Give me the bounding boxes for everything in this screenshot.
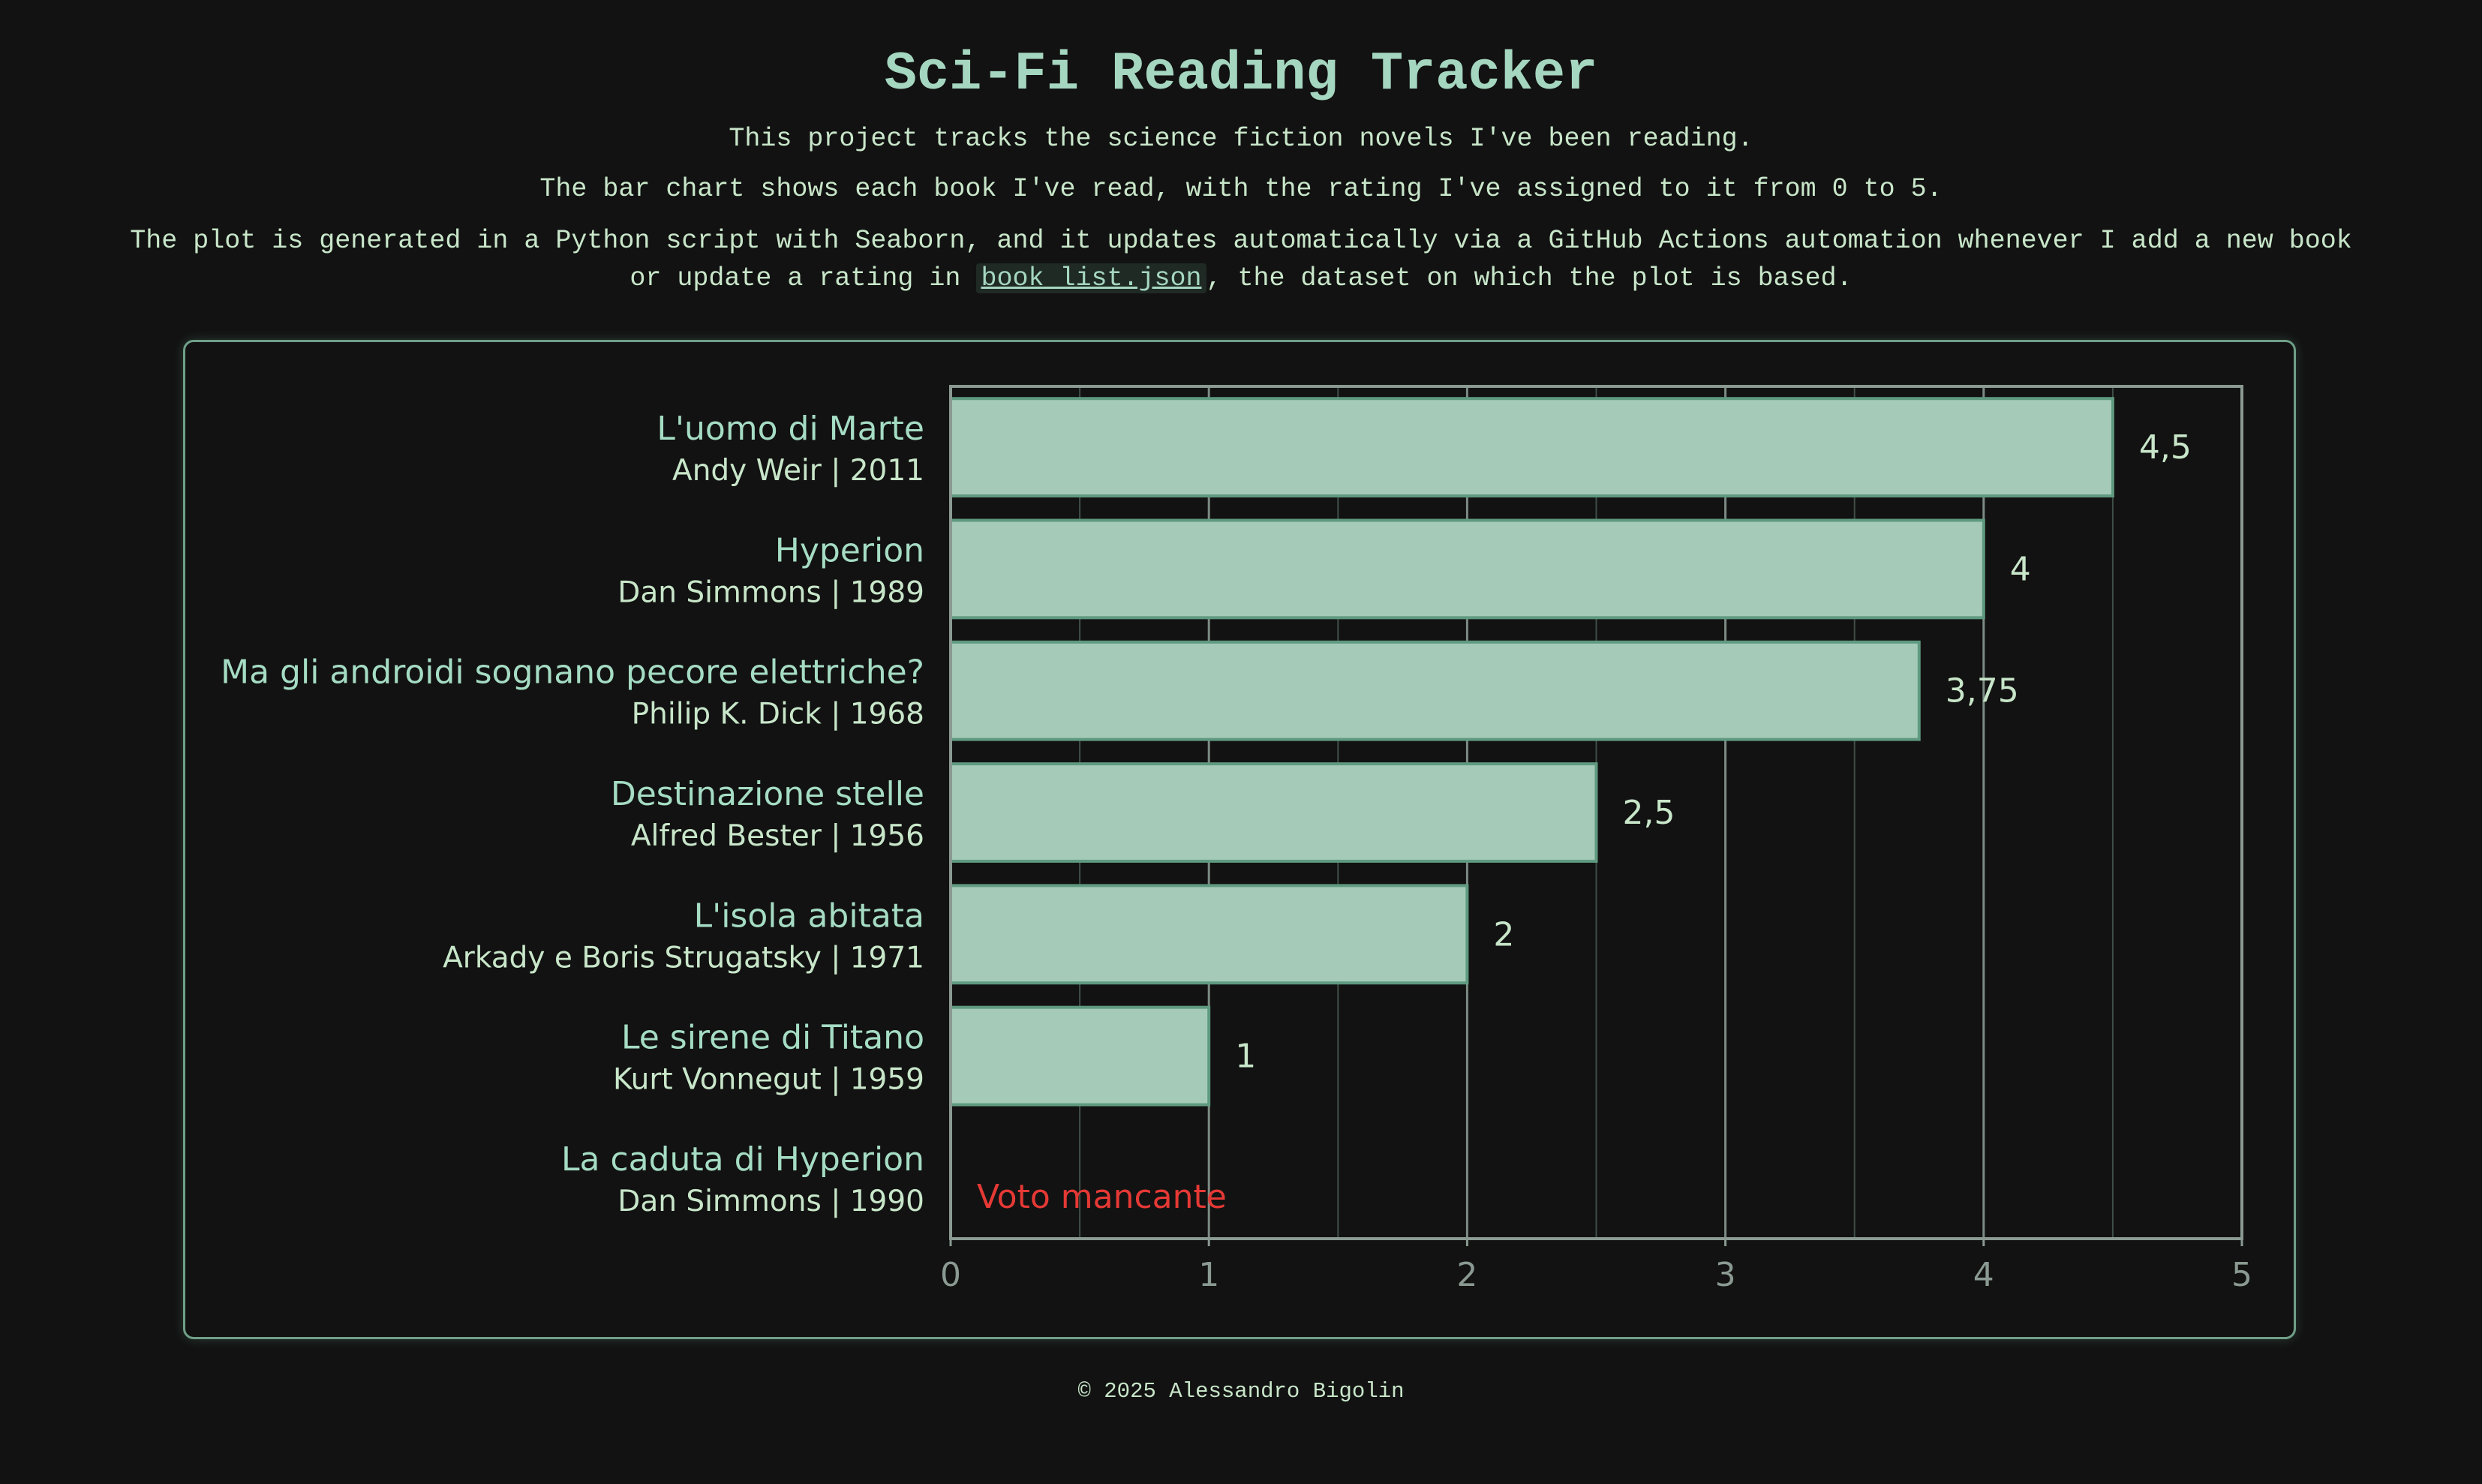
bar xyxy=(949,640,1921,741)
description-line-2: The bar chart shows each book I've read,… xyxy=(539,174,1943,204)
book-author-year-label: Alfred Bester | 1956 xyxy=(631,819,924,853)
bar-value-label: 2,5 xyxy=(1623,794,1675,832)
bar xyxy=(949,762,1598,863)
bar xyxy=(949,397,2114,498)
x-tick-label: 1 xyxy=(1198,1256,1219,1294)
book-title-label: Destinazione stelle xyxy=(611,775,924,813)
x-tick-label: 0 xyxy=(940,1256,961,1294)
book-author-year-label: Dan Simmons | 1990 xyxy=(617,1185,924,1218)
book-title-label: L'isola abitata xyxy=(694,897,924,935)
book-title-label: Le sirene di Titano xyxy=(621,1019,924,1057)
bar-value-label: 3,75 xyxy=(1946,672,2019,710)
x-tick-label: 5 xyxy=(2231,1256,2252,1294)
description-text: or update a rating in xyxy=(630,263,977,293)
missing-rating-label: Voto mancante xyxy=(977,1178,1227,1216)
bar xyxy=(949,1005,1211,1107)
bar-value-label: 4,5 xyxy=(2139,428,2192,467)
book-author-year-label: Andy Weir | 2011 xyxy=(672,454,924,488)
description-line-4: or update a rating in book_list.json, th… xyxy=(0,260,2482,297)
book-author-year-label: Kurt Vonnegut | 1959 xyxy=(613,1063,924,1097)
footer-copyright: © 2025 Alessandro Bigolin xyxy=(1077,1379,1405,1404)
page-title: Sci-Fi Reading Tracker xyxy=(884,44,1598,105)
x-tick-label: 4 xyxy=(1973,1256,1994,1294)
bar-value-label: 2 xyxy=(1493,915,1514,954)
book-author-year-label: Philip K. Dick | 1968 xyxy=(632,698,924,731)
book-title-label: Hyperion xyxy=(775,531,924,569)
description-line-3: The plot is generated in a Python script… xyxy=(130,226,2352,256)
book-author-year-label: Arkady e Boris Strugatsky | 1971 xyxy=(443,941,924,975)
description-text: , the dataset on which the plot is based… xyxy=(1206,263,1852,293)
book-author-year-label: Dan Simmons | 1989 xyxy=(617,575,924,609)
plot-frame xyxy=(949,385,2243,1240)
book-title-label: La caduta di Hyperion xyxy=(561,1140,924,1179)
description-line-1: This project tracks the science fiction … xyxy=(729,124,1753,154)
bar xyxy=(949,518,1985,620)
x-tick-label: 3 xyxy=(1715,1256,1736,1294)
bar-value-label: 4 xyxy=(2010,550,2031,588)
bar-value-label: 1 xyxy=(1235,1038,1256,1076)
book-title-label: L'uomo di Marte xyxy=(657,410,924,448)
x-tick-label: 2 xyxy=(1456,1256,1477,1294)
chart-panel xyxy=(183,340,2296,1339)
book-title-label: Ma gli androidi sognano pecore elettrich… xyxy=(221,653,924,692)
bar xyxy=(949,884,1469,985)
dataset-link[interactable]: book_list.json xyxy=(976,263,1206,293)
